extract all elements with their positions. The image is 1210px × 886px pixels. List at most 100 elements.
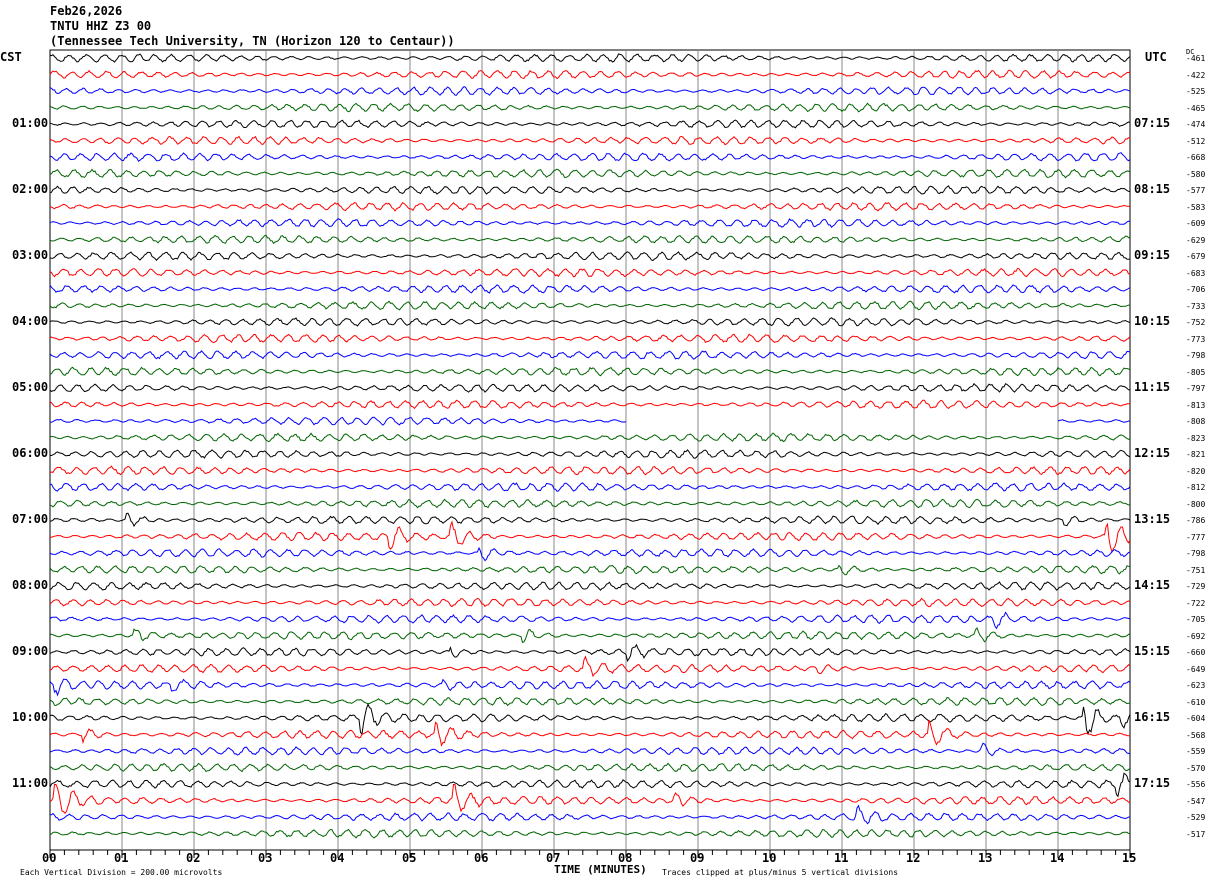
cst-time-label: 10:00 xyxy=(12,710,49,724)
utc-time-label: 15:15 xyxy=(1134,644,1171,658)
seismic-trace xyxy=(49,828,1131,839)
cst-time-label: 07:00 xyxy=(12,512,49,526)
seismic-trace xyxy=(49,655,1131,678)
x-tick-label: 06 xyxy=(474,851,489,865)
dc-offset-value: -786 xyxy=(1186,516,1206,525)
dc-offset-value: -583 xyxy=(1186,202,1206,212)
dc-offset-value: -570 xyxy=(1186,763,1206,773)
dc-offset-value: -610 xyxy=(1186,697,1206,707)
seismic-trace xyxy=(49,251,1131,261)
dc-offset-value: -823 xyxy=(1186,433,1206,443)
seismic-trace xyxy=(49,53,1131,63)
seismic-trace xyxy=(49,581,1131,591)
seismic-trace xyxy=(49,69,1131,80)
dc-offset-value: -733 xyxy=(1186,301,1206,311)
seismic-trace xyxy=(49,678,1131,697)
seismic-trace xyxy=(49,564,1131,576)
seismic-trace xyxy=(49,333,1131,344)
utc-time-label: 09:15 xyxy=(1134,248,1171,262)
dc-offset-value: -773 xyxy=(1186,334,1206,344)
dc-offset-value: -660 xyxy=(1186,648,1206,657)
utc-time-label: 10:15 xyxy=(1134,314,1171,328)
cst-time-label: 06:00 xyxy=(12,446,49,460)
dc-offset-value: -705 xyxy=(1186,615,1206,624)
utc-time-label: 07:15 xyxy=(1134,116,1171,130)
dc-offset-value: -668 xyxy=(1186,153,1206,162)
x-tick-label: 14 xyxy=(1050,851,1065,865)
cst-time-label: 09:00 xyxy=(12,644,49,658)
dc-offset-value: -729 xyxy=(1186,582,1206,591)
seismic-trace xyxy=(49,399,1130,410)
utc-time-label: 11:15 xyxy=(1134,380,1171,394)
location-title: (Tennessee Tech University, TN (Horizon … xyxy=(50,34,455,48)
seismic-trace xyxy=(49,512,1131,528)
dc-offset-value: -679 xyxy=(1186,252,1206,261)
dc-offset-value: -461 xyxy=(1186,54,1206,63)
dc-offset-value: -629 xyxy=(1186,235,1206,245)
dc-offset-value: -797 xyxy=(1186,384,1206,393)
dc-offset-value: -580 xyxy=(1186,169,1206,179)
seismic-trace xyxy=(49,520,1131,554)
cst-time-label: 03:00 xyxy=(12,248,49,262)
seismic-trace xyxy=(49,168,1131,179)
dc-offset-value: -752 xyxy=(1186,318,1206,327)
utc-time-label: 17:15 xyxy=(1134,776,1171,790)
dc-offset-value: -722 xyxy=(1186,598,1206,608)
seismic-trace xyxy=(49,366,1131,377)
seismic-trace xyxy=(49,152,1131,163)
seismic-trace xyxy=(49,234,1131,245)
x-tick-label: 15 xyxy=(1122,851,1137,865)
x-tick-label: 13 xyxy=(978,851,993,865)
seismic-trace xyxy=(49,185,1131,195)
seismic-trace xyxy=(50,449,1131,459)
dc-offset-value: -517 xyxy=(1186,829,1206,839)
cst-time-label: 11:00 xyxy=(12,776,49,790)
date-title: Feb26,2026 xyxy=(50,4,123,18)
seismic-trace xyxy=(49,102,1131,113)
utc-time-label: 16:15 xyxy=(1134,710,1171,724)
dc-offset-value: -808 xyxy=(1186,417,1206,426)
utc-time-label: 08:15 xyxy=(1134,182,1171,196)
seismic-trace xyxy=(49,284,1131,294)
cst-time-label: 04:00 xyxy=(12,314,49,328)
scale-note: Each Vertical Division = 200.00 microvol… xyxy=(20,868,223,877)
dc-offset-value: -800 xyxy=(1186,499,1206,509)
dc-offset-value: -821 xyxy=(1186,450,1206,459)
plot-frame xyxy=(49,49,1131,851)
dc-offset-value: -683 xyxy=(1186,268,1206,278)
seismic-trace xyxy=(49,135,1131,146)
seismic-trace xyxy=(49,742,1131,757)
dc-offset-value: -559 xyxy=(1186,747,1206,756)
seismic-trace xyxy=(49,611,1131,630)
seismic-trace xyxy=(49,498,1131,509)
dc-offset-value: -751 xyxy=(1186,565,1206,575)
seismic-trace xyxy=(49,202,1131,212)
seismic-trace xyxy=(49,416,1131,426)
x-tick-label: 10 xyxy=(762,851,777,865)
right-timezone: UTC xyxy=(1145,50,1167,64)
dc-offset-value: -798 xyxy=(1186,549,1206,558)
seismic-trace xyxy=(49,696,1131,707)
cst-time-label: 05:00 xyxy=(12,380,49,394)
dc-offset-value: -422 xyxy=(1186,70,1206,80)
seismic-trace xyxy=(49,317,1131,327)
utc-time-label: 13:15 xyxy=(1134,512,1171,526)
x-axis-label: TIME (MINUTES) xyxy=(554,863,647,876)
seismic-trace xyxy=(49,465,1131,476)
dc-offset-value: -604 xyxy=(1186,714,1206,723)
dc-offset-value: -465 xyxy=(1186,103,1206,113)
utc-time-label: 12:15 xyxy=(1134,446,1171,460)
dc-offset-value: -529 xyxy=(1186,813,1206,822)
seismic-trace xyxy=(49,804,1131,825)
x-tick-label: 00 xyxy=(42,851,57,865)
x-tick-label: 09 xyxy=(690,851,705,865)
seismic-trace xyxy=(49,432,1131,443)
dc-offset-value: -623 xyxy=(1186,681,1206,690)
x-tick-label: 02 xyxy=(186,851,201,865)
dc-offset-value: -798 xyxy=(1186,351,1206,360)
seismic-trace xyxy=(49,719,1131,747)
station-title: TNTU HHZ Z3 00 xyxy=(50,19,152,33)
seismic-trace xyxy=(49,350,1131,360)
seismic-trace xyxy=(49,482,1131,492)
cst-time-label: 01:00 xyxy=(12,116,49,130)
